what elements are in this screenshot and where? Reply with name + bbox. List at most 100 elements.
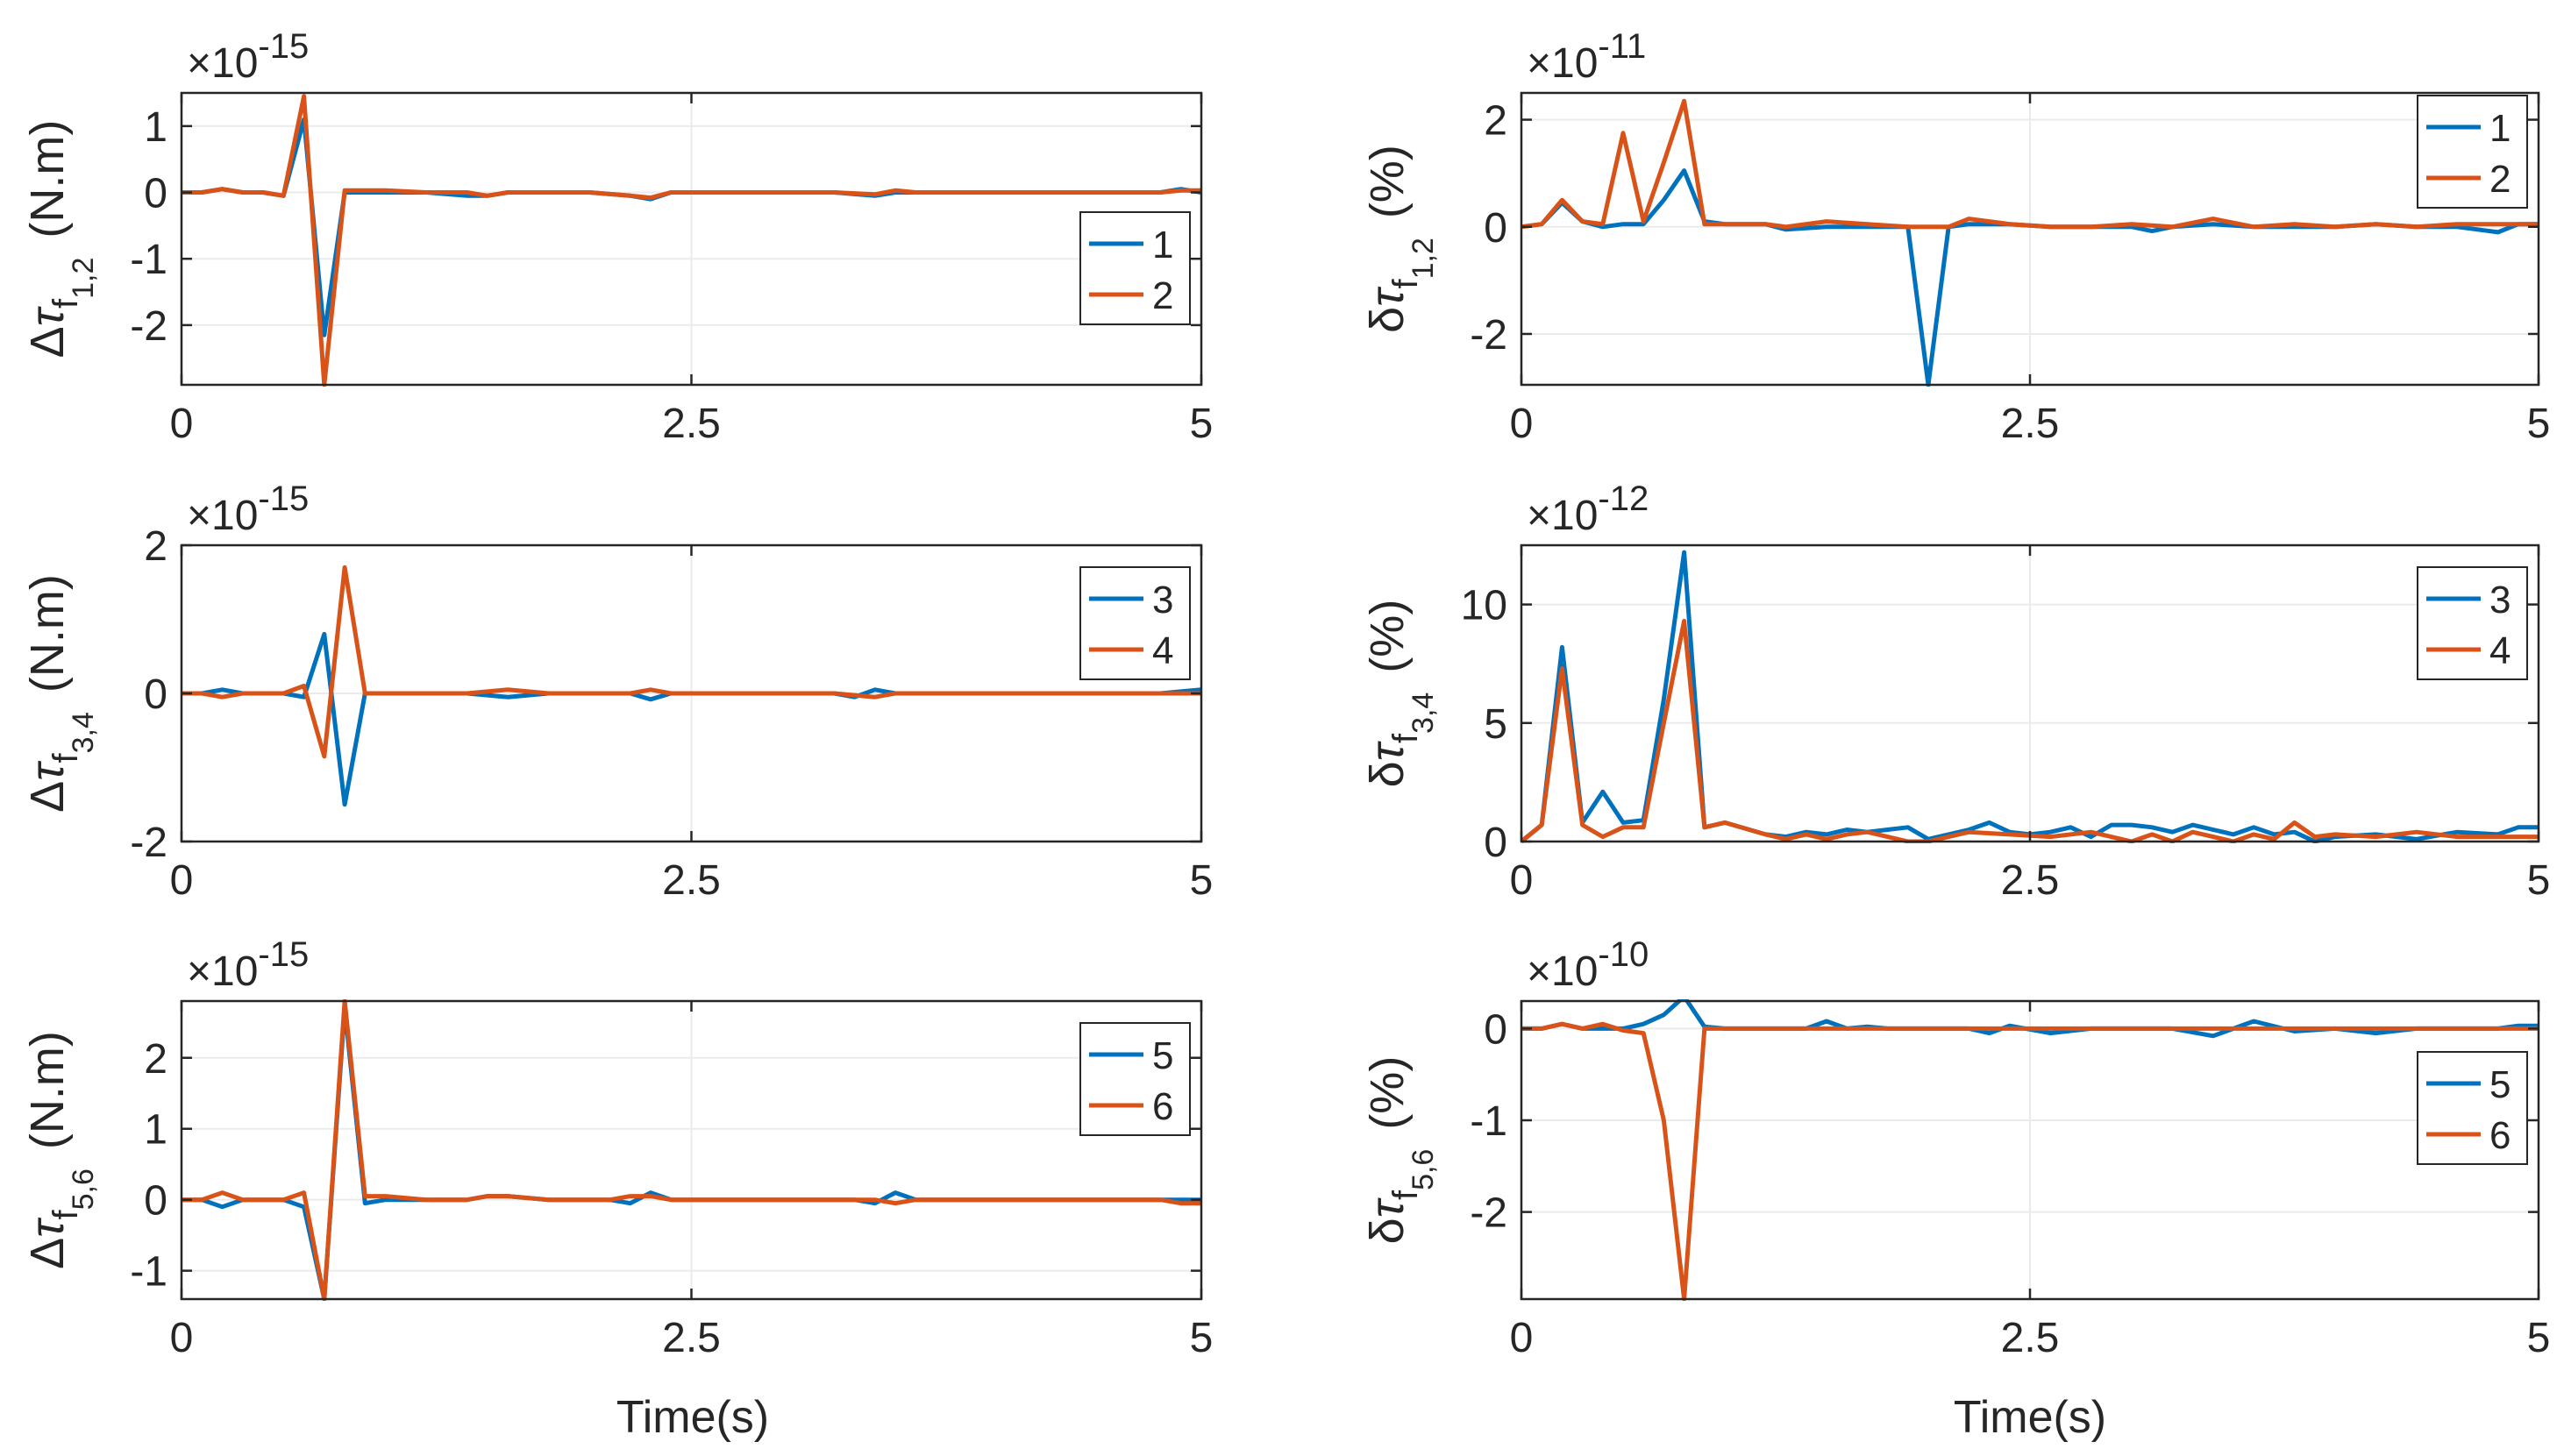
x-tick-label: 2.5 <box>2001 401 2060 447</box>
y-axis-label: Δτf5,6 (N.m) <box>21 1031 100 1269</box>
y-label-tau: τ <box>21 306 74 326</box>
y-label-tau: τ <box>21 1218 74 1238</box>
x-tick-label: 2.5 <box>2001 1315 2060 1361</box>
x-tick-label: 5 <box>2527 857 2551 904</box>
y-label-sub-index: 1,2 <box>1407 238 1440 279</box>
series-line-2 <box>182 94 1201 387</box>
x-tick-label: 0 <box>1510 1315 1534 1361</box>
y-tick-label: 2 <box>1484 98 1507 145</box>
y-label-tau: τ <box>1361 741 1414 761</box>
y-exponent-base: ×10 <box>187 40 258 87</box>
y-tick-label: -1 <box>1470 1098 1507 1145</box>
y-tick-label: -2 <box>1470 312 1507 359</box>
legend: 12 <box>2417 95 2528 209</box>
y-exponent-base: ×10 <box>187 948 258 995</box>
x-tick-label: 0 <box>1510 401 1534 447</box>
y-exponent-power: -12 <box>1598 479 1649 518</box>
x-tick-label: 0 <box>170 857 194 904</box>
y-exponent-power: -15 <box>258 27 309 66</box>
legend-label-4: 4 <box>2489 629 2511 672</box>
y-exponent-base: ×10 <box>1527 493 1598 539</box>
legend: 56 <box>1079 1022 1191 1136</box>
y-label-sub-f: f <box>1386 1190 1425 1200</box>
legend-label-4: 4 <box>1152 629 1173 672</box>
x-tick-label: 5 <box>2527 1315 2551 1361</box>
y-exponent-power: -11 <box>1598 27 1646 66</box>
legend-label-3: 3 <box>2489 579 2511 621</box>
y-tick-label: -2 <box>130 303 167 350</box>
y-label-symbol: Δ <box>21 326 74 358</box>
y-exponent-label: ×10-15 <box>187 935 309 995</box>
y-tick-label: 1 <box>144 1107 167 1154</box>
y-label-unit: (%) <box>1361 1056 1414 1130</box>
x-tick-label: 2.5 <box>662 401 721 447</box>
legend-label-2: 2 <box>2489 158 2511 201</box>
y-tick-label: -1 <box>130 1249 167 1296</box>
legend-box <box>2417 1051 2528 1165</box>
legend-box <box>1079 566 1191 680</box>
y-label-sub-f: f <box>46 1210 85 1220</box>
y-tick-label: 0 <box>1484 205 1507 252</box>
y-label-symbol: δ <box>1361 761 1414 787</box>
legend-label-3: 3 <box>1152 579 1173 621</box>
y-label-tau: τ <box>1361 287 1414 307</box>
y-tick-label: 5 <box>1484 701 1507 748</box>
legend-box <box>1079 211 1191 325</box>
y-label-tau: τ <box>1361 1197 1414 1218</box>
legend: 12 <box>1079 211 1191 325</box>
y-label-sub-index: 3,4 <box>1407 692 1440 734</box>
legend-box <box>1079 1022 1191 1136</box>
y-label-unit: (N.m) <box>21 120 74 238</box>
y-tick-label: 2 <box>144 1036 167 1083</box>
x-tick-label: 5 <box>1190 1315 1214 1361</box>
y-label-unit: (%) <box>1361 145 1414 218</box>
y-tick-label: 2 <box>144 523 167 570</box>
x-axis-label-left: Time(s) <box>616 1392 769 1443</box>
legend: 34 <box>1079 566 1191 680</box>
y-tick-label: 1 <box>144 104 167 151</box>
y-exponent-label: ×10-15 <box>187 479 309 539</box>
legend-label-1: 1 <box>1152 224 1173 266</box>
y-exponent-power: -15 <box>258 935 309 974</box>
series-line-6 <box>182 999 1201 1301</box>
y-tick-label: 10 <box>1461 583 1507 629</box>
x-tick-label: 2.5 <box>662 1315 721 1361</box>
y-tick-label: 0 <box>1484 1006 1507 1053</box>
y-tick-label: 0 <box>144 171 167 217</box>
x-axis-label-right: Time(s) <box>1954 1392 2106 1443</box>
y-axis-label: Δτf1,2 (N.m) <box>21 120 100 359</box>
series-line-4 <box>182 565 1201 759</box>
y-exponent-label: ×10-12 <box>1527 479 1649 539</box>
y-label-unit: (%) <box>1361 600 1414 673</box>
legend-label-2: 2 <box>1152 274 1173 317</box>
y-label-sub-index: 1,2 <box>67 258 100 299</box>
y-label-tau: τ <box>21 761 74 781</box>
legend-box <box>2417 566 2528 680</box>
series-line-4 <box>1521 619 2539 843</box>
x-tick-label: 5 <box>2527 401 2551 447</box>
legend: 56 <box>2417 1051 2528 1165</box>
y-label-sub-f: f <box>46 298 85 309</box>
y-label-symbol: Δ <box>21 1238 74 1269</box>
y-label-sub-index: 5,6 <box>1407 1149 1440 1190</box>
legend-label-5: 5 <box>2489 1063 2511 1106</box>
x-tick-label: 5 <box>1190 857 1214 904</box>
y-exponent-power: -10 <box>1598 935 1649 974</box>
y-exponent-base: ×10 <box>1527 40 1598 87</box>
legend-label-1: 1 <box>2489 107 2511 150</box>
y-exponent-power: -15 <box>258 479 309 518</box>
legend: 34 <box>2417 566 2528 680</box>
x-tick-label: 5 <box>1190 401 1214 447</box>
y-axis-label: Δτf3,4 (N.m) <box>21 574 100 813</box>
legend-label-5: 5 <box>1152 1034 1173 1077</box>
legend-label-6: 6 <box>1152 1085 1173 1128</box>
y-tick-label: 0 <box>144 1178 167 1225</box>
series-line-3 <box>1521 550 2539 843</box>
y-axis-label: δτf3,4 (%) <box>1361 600 1440 788</box>
y-label-sub-f: f <box>46 753 85 764</box>
y-label-sub-index: 5,6 <box>67 1168 100 1210</box>
